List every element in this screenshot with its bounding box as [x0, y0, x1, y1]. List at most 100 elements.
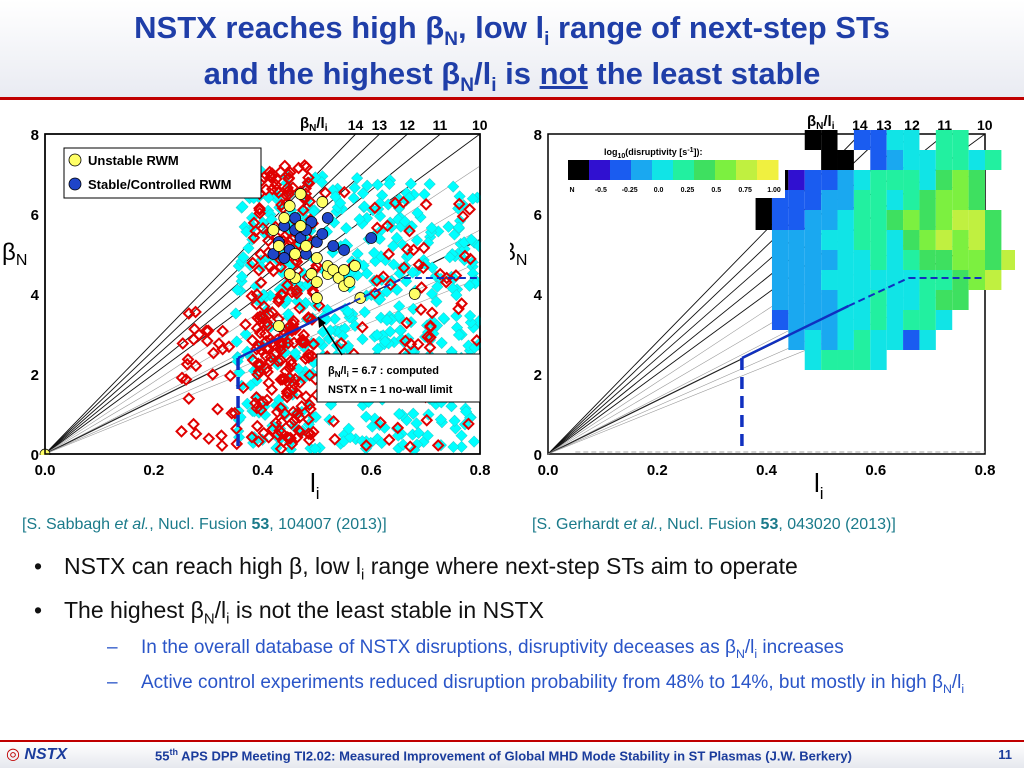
database-point-red: [187, 417, 200, 431]
ratio-line-label: 11: [432, 117, 447, 133]
database-point-cyan: [361, 179, 374, 192]
heatmap-cell: [919, 190, 936, 210]
heatmap-cell: [968, 150, 985, 170]
database-point-cyan: [443, 251, 456, 264]
heatmap-cell: [870, 230, 887, 250]
database-point-red: [296, 335, 310, 349]
database-point-red: [272, 292, 286, 306]
ratio-line-label: 13: [876, 117, 892, 133]
database-point-red: [207, 346, 220, 360]
heatmap-cell: [788, 270, 805, 290]
database-point-red: [260, 393, 274, 407]
database-point-red: [423, 331, 437, 344]
annotation-line2: NSTX n = 1 no-wall limit: [328, 384, 453, 396]
ratio-label: βN/li: [807, 113, 835, 132]
database-point-cyan: [340, 222, 353, 235]
colorbar-tick: -0.25: [622, 187, 638, 194]
footer: ◎ NSTX 55th APS DPP Meeting TI2.02: Meas…: [0, 740, 1024, 768]
heatmap-cell: [821, 290, 838, 310]
database-point-red: [200, 334, 214, 348]
database-point-red: [290, 287, 304, 300]
database-point-cyan: [322, 332, 335, 345]
database-point-red: [334, 336, 348, 350]
database-point-red: [431, 439, 445, 452]
x-tick-labels: 0.0 0.2 0.4 0.6 0.8: [538, 462, 996, 479]
database-point-cyan: [465, 233, 478, 246]
y-tick-label: 4: [534, 287, 543, 304]
nstx-logo: ◎ NSTX: [6, 746, 68, 763]
database-point-red: [304, 402, 317, 416]
database-point-red: [397, 261, 411, 275]
database-point-red: [179, 373, 193, 386]
heatmap-cell: [968, 250, 985, 270]
database-point-cyan: [384, 325, 397, 338]
x-tick-label: 0.2: [647, 462, 668, 479]
no-wall-limit-line: [740, 277, 985, 446]
heatmap-cell: [886, 310, 904, 330]
heatmap-cell: [853, 170, 871, 190]
colorbar-swatches: [568, 160, 779, 180]
database-point-red: [290, 387, 304, 400]
heatmap-cell: [919, 150, 936, 170]
unstable-rwm-point: [278, 212, 291, 224]
database-point-cyan: [282, 308, 295, 321]
colorbar-tick: N: [569, 187, 574, 194]
unstable-rwm-point: [289, 248, 301, 260]
heatmap-cell: [821, 350, 838, 370]
heatmap-cell: [853, 330, 871, 350]
database-point-red: [423, 341, 437, 354]
heatmap-cell: [935, 250, 953, 270]
database-point-cyan: [371, 329, 384, 342]
database-point-cyan: [390, 231, 403, 244]
heatmap-cell: [853, 210, 871, 230]
database-point-cyan: [452, 329, 465, 342]
heatmap-cell: [903, 210, 920, 230]
database-point-cyan: [387, 240, 400, 253]
database-point-red: [263, 260, 277, 274]
database-point-red: [181, 352, 195, 366]
heatmap-cell: [837, 350, 854, 370]
database-point-cyan: [455, 440, 468, 453]
heatmap-cell: [903, 330, 920, 350]
heatmap-cell: [886, 230, 904, 250]
legend-label-unstable: Unstable RWM: [88, 153, 179, 168]
heatmap-cell: [821, 250, 838, 270]
database-point-red: [284, 431, 297, 445]
heatmap-cell: [853, 250, 871, 270]
heatmap-cell: [968, 230, 985, 250]
database-point-red: [337, 185, 351, 199]
colorbar-tick: 0.25: [681, 187, 695, 194]
database-point-red: [293, 411, 306, 424]
heatmap-cell: [771, 310, 789, 330]
database-point-cyan: [455, 429, 468, 442]
heatmap-cell: [886, 210, 904, 230]
heatmap-cell: [968, 170, 985, 190]
database-point-red: [270, 183, 284, 196]
database-point-cyan: [445, 400, 458, 413]
annotation: βN/li = 6.7 : computed NSTX n = 1 no-wal…: [316, 316, 481, 403]
heatmap-cell: [1001, 250, 1015, 270]
database-point-cyan: [383, 177, 396, 191]
database-point-red: [302, 351, 315, 364]
database-point-cyan: [229, 307, 242, 320]
x-tick-labels: 0.0 0.2 0.4 0.6 0.8: [35, 462, 491, 479]
database-point-red: [280, 375, 294, 388]
heatmap-cell: [903, 190, 920, 210]
database-point-red: [239, 318, 252, 331]
heatmap-cell: [886, 250, 904, 270]
database-point-cyan: [468, 435, 481, 448]
database-point-red: [176, 337, 190, 350]
citation-right: [S. Gerhardt et al., Nucl. Fusion 53, 04…: [532, 516, 896, 533]
database-point-cyan: [351, 247, 364, 260]
y-tick-labels: 0 2 4 6 8: [31, 127, 40, 464]
y-tick-label: 8: [534, 127, 542, 144]
database-point-red: [327, 414, 340, 428]
x-axis-label: li: [814, 468, 824, 503]
database-point-cyan: [449, 422, 462, 435]
heatmap-cell: [853, 130, 871, 150]
ratio-line-label: 12: [400, 117, 416, 133]
slide-title-line1: NSTX reaches high βN, low li range of ne…: [134, 10, 890, 51]
database-point-red: [253, 326, 267, 340]
database-point-red: [302, 177, 316, 190]
heatmap-cell: [886, 270, 904, 290]
